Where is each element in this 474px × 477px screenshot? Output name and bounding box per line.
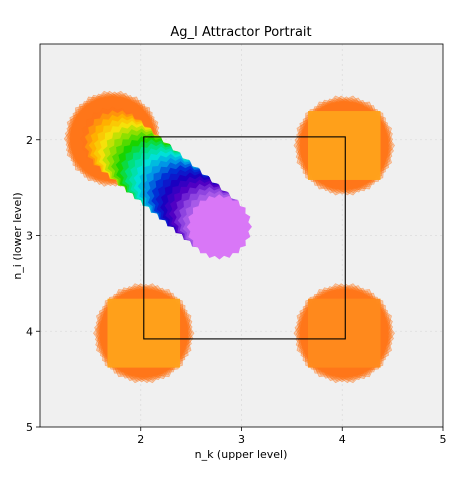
chart-title: Ag_I Attractor Portrait — [170, 25, 311, 40]
axis-ticks: 2 3 4 5 2 3 4 5 — [26, 134, 447, 446]
reference-rectangle-layer — [143, 136, 346, 340]
y-tick-label: 3 — [26, 230, 33, 243]
x-tick-label: 4 — [339, 433, 346, 446]
y-axis-label: n_i (lower level) — [11, 192, 24, 279]
data-marks — [63, 90, 395, 384]
x-axis-label: n_k (upper level) — [195, 448, 288, 461]
x-tick-label: 3 — [238, 433, 245, 446]
x-tick-label: 5 — [440, 433, 447, 446]
y-tick-label: 5 — [26, 421, 33, 434]
x-tick-label: 2 — [137, 433, 144, 446]
cluster-square-mark — [307, 298, 381, 368]
y-tick-label: 4 — [26, 325, 33, 338]
reference-rectangle — [143, 136, 346, 340]
y-tick-label: 2 — [26, 134, 33, 147]
cluster-square-mark — [307, 111, 381, 180]
trail-mark — [186, 194, 252, 260]
